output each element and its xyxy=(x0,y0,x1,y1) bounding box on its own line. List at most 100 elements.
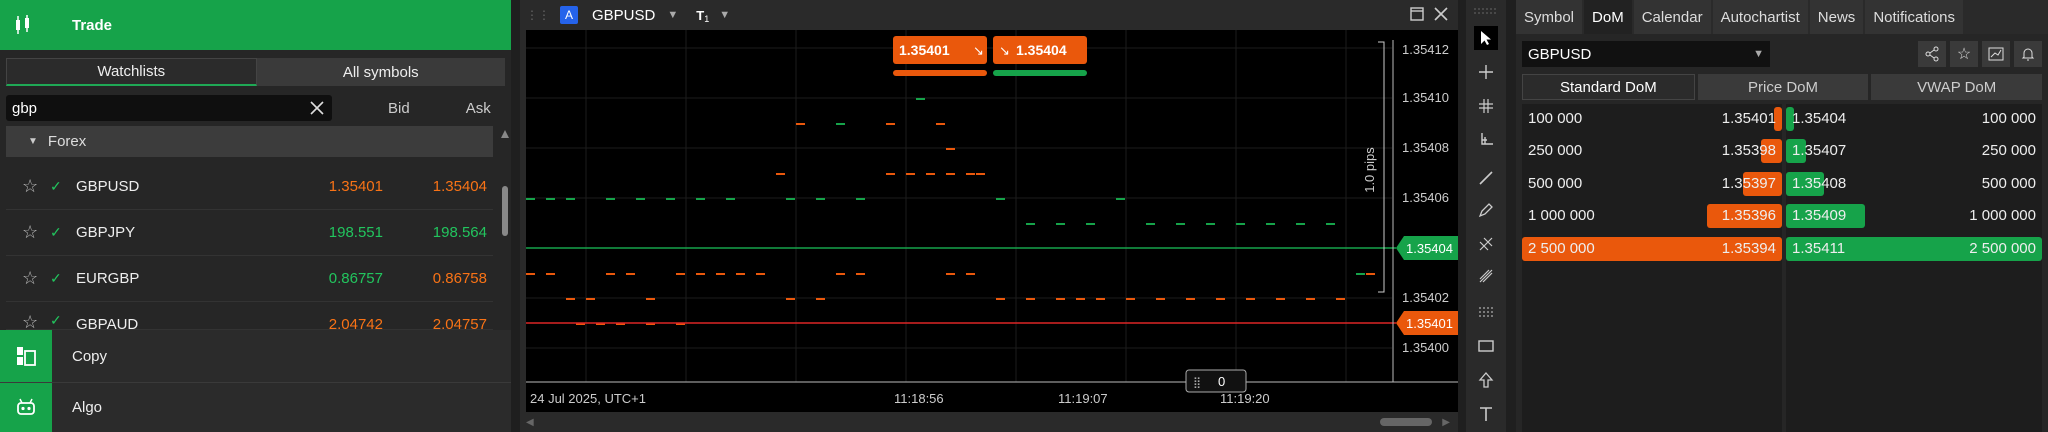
tab-autochartist[interactable]: Autochartist xyxy=(1712,0,1808,34)
crosshair-icon[interactable] xyxy=(1474,60,1498,84)
dom-panel: Symbol DoM Calendar Autochartist News No… xyxy=(1516,0,2048,432)
algo-menu-item[interactable]: Algo xyxy=(0,382,511,432)
drag-handle-icon[interactable]: ⋮⋮ xyxy=(526,8,550,22)
tab-watchlists[interactable]: Watchlists xyxy=(6,58,257,86)
bid-price: 1.35398 xyxy=(1721,142,1776,159)
ask-price[interactable]: 0.86758 xyxy=(432,270,487,287)
tick-chart-canvas[interactable]: 1.0 pips 1.35412 1.35410 1.35408 1.35406… xyxy=(526,30,1458,412)
sell-volume-bar xyxy=(893,70,987,76)
dom-ask-row[interactable]: 1.35408 500 000 xyxy=(1786,171,2042,197)
bid-price[interactable]: 2.04742 xyxy=(328,316,383,330)
list-item[interactable]: ☆ ✓ GBPAUD 2.04742 2.04757 xyxy=(6,302,493,330)
timeframe-label[interactable]: T xyxy=(696,7,705,23)
bid-marker-text: 1.35401 xyxy=(1406,316,1453,331)
text-tool-icon[interactable] xyxy=(1474,402,1498,426)
tab-all-symbols[interactable]: All symbols xyxy=(256,58,505,86)
bell-icon[interactable] xyxy=(2014,41,2042,67)
fib-grid-icon[interactable] xyxy=(1474,300,1498,324)
tick-mark xyxy=(946,173,955,175)
pencil-icon[interactable] xyxy=(1474,198,1498,222)
tick-counter-box[interactable] xyxy=(1185,369,1247,393)
dom-bid-row[interactable]: 250 000 1.35398 xyxy=(1522,138,1782,164)
chart-symbol[interactable]: GBPUSD xyxy=(592,6,656,24)
chevron-right-icon[interactable]: ▶ xyxy=(1442,416,1450,428)
group-header-forex[interactable]: ▼ Forex xyxy=(6,126,493,157)
column-header-ask[interactable]: Ask xyxy=(465,99,491,117)
tick-chart[interactable]: 1.0 pips 1.35412 1.35410 1.35408 1.35406… xyxy=(526,30,1458,412)
tick-mark xyxy=(696,198,705,200)
tab-standard-dom[interactable]: Standard DoM xyxy=(1522,74,1695,100)
symbol-name: EURGBP xyxy=(76,270,140,287)
ask-price[interactable]: 198.564 xyxy=(432,224,487,241)
bid-price[interactable]: 198.551 xyxy=(328,224,383,241)
scroll-thumb[interactable] xyxy=(1380,418,1432,426)
tab-symbol[interactable]: Symbol xyxy=(1516,0,1583,34)
copy-menu-item[interactable]: Copy xyxy=(0,330,511,382)
ask-price[interactable]: 2.04757 xyxy=(432,316,487,330)
crosshair-plus-icon[interactable] xyxy=(1474,94,1498,118)
tick-mark xyxy=(1206,223,1215,225)
scrollbar[interactable] xyxy=(500,126,510,340)
close-icon[interactable] xyxy=(308,99,326,117)
star-icon[interactable]: ☆ xyxy=(22,312,39,330)
column-header-bid[interactable]: Bid xyxy=(388,99,410,117)
list-item[interactable]: ☆ ✓ GBPUSD 1.35401 1.35404 xyxy=(6,164,493,210)
dom-bid-row[interactable]: 1 000 000 1.35396 xyxy=(1522,203,1782,229)
tick-mark xyxy=(576,323,585,325)
drag-handle-icon[interactable] xyxy=(1474,6,1498,16)
tick-mark xyxy=(1056,223,1065,225)
time-tick: 11:18:56 xyxy=(894,391,944,406)
rectangle-icon[interactable] xyxy=(1474,334,1498,358)
tick-mark xyxy=(926,173,935,175)
star-icon[interactable]: ☆ xyxy=(22,176,39,196)
algo-label: Algo xyxy=(72,399,103,416)
dom-bid-row[interactable]: 2 500 000 1.35394 xyxy=(1522,236,1782,262)
fibonacci-icon[interactable] xyxy=(1474,232,1498,256)
tab-vwap-dom[interactable]: VWAP DoM xyxy=(1871,74,2043,100)
trend-line-icon[interactable] xyxy=(1474,166,1498,190)
account-badge-icon[interactable]: A xyxy=(560,6,578,24)
dom-bid-row[interactable]: 100 000 1.35401 xyxy=(1522,106,1782,132)
arrow-up-icon[interactable] xyxy=(1474,368,1498,392)
buy-button[interactable]: ↘ 1.35404 xyxy=(993,36,1087,64)
chevron-left-icon[interactable]: ◀ xyxy=(526,416,534,428)
ask-volume: 1 000 000 xyxy=(1969,207,2036,224)
cursor-icon[interactable] xyxy=(1474,26,1498,50)
tab-price-dom[interactable]: Price DoM xyxy=(1697,74,1869,100)
ask-price: 1.35409 xyxy=(1792,207,1847,224)
drawing-toolbar xyxy=(1466,0,1506,432)
pitchfork-icon[interactable] xyxy=(1474,264,1498,288)
tab-news[interactable]: News xyxy=(1809,0,1864,34)
dom-symbol-value: GBPUSD xyxy=(1528,45,1592,63)
tab-notifications[interactable]: Notifications xyxy=(1865,0,1964,34)
list-item[interactable]: ☆ ✓ EURGBP 0.86757 0.86758 xyxy=(6,256,493,302)
chevron-down-icon[interactable]: ▼ xyxy=(719,9,731,21)
close-icon[interactable] xyxy=(1434,7,1448,26)
chart-icon[interactable] xyxy=(1982,41,2010,67)
dom-bid-row[interactable]: 500 000 1.35397 xyxy=(1522,171,1782,197)
maximize-icon[interactable] xyxy=(1410,7,1424,26)
share-icon[interactable] xyxy=(1918,41,1946,67)
bid-volume: 1 000 000 xyxy=(1528,207,1595,224)
dom-ask-row[interactable]: 1.35411 2 500 000 xyxy=(1786,236,2042,262)
dom-symbol-select[interactable]: GBPUSD ▼ xyxy=(1522,41,1770,67)
list-item[interactable]: ☆ ✓ GBPJPY 198.551 198.564 xyxy=(6,210,493,256)
chart-horizontal-scrollbar[interactable]: ◀ ▶ xyxy=(520,412,1458,432)
ruler-icon[interactable] xyxy=(1474,128,1498,152)
tick-mark xyxy=(886,123,895,125)
ask-price[interactable]: 1.35404 xyxy=(432,178,487,195)
star-icon[interactable]: ☆ xyxy=(1950,41,1978,67)
star-icon[interactable]: ☆ xyxy=(22,268,39,288)
bid-price[interactable]: 0.86757 xyxy=(328,270,383,287)
dom-ask-row[interactable]: 1.35407 250 000 xyxy=(1786,138,2042,164)
sell-button[interactable]: 1.35401 ↘ xyxy=(893,36,987,64)
chevron-down-icon[interactable]: ▼ xyxy=(667,9,679,21)
tab-dom[interactable]: DoM xyxy=(1584,0,1632,34)
tab-calendar[interactable]: Calendar xyxy=(1633,0,1711,34)
bid-price[interactable]: 1.35401 xyxy=(328,178,383,195)
tick-mark xyxy=(1306,298,1315,300)
search-input[interactable] xyxy=(12,99,308,117)
dom-ask-row[interactable]: 1.35409 1 000 000 xyxy=(1786,203,2042,229)
dom-ask-row[interactable]: 1.35404 100 000 xyxy=(1786,106,2042,132)
star-icon[interactable]: ☆ xyxy=(22,222,39,242)
